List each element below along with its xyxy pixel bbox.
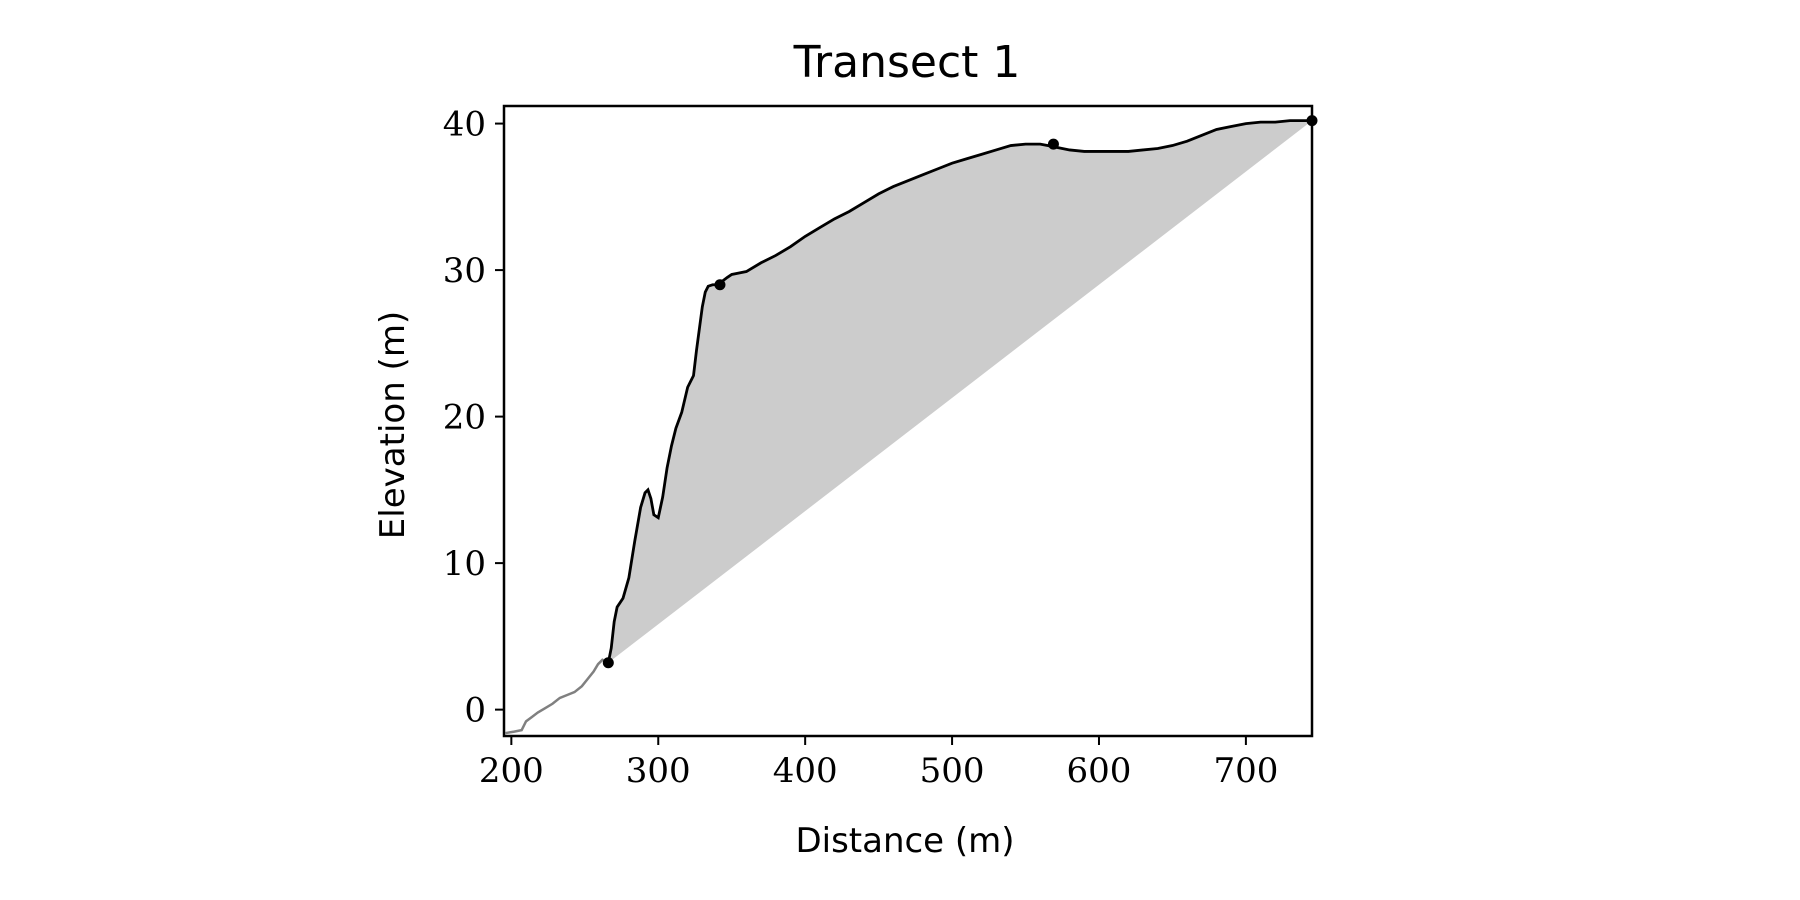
marker-point-1	[602, 657, 614, 669]
x-tick-label: 500	[920, 751, 985, 791]
plot-frame	[502, 104, 1314, 738]
series-line-main-profile	[606, 119, 1312, 664]
fill-region	[608, 120, 1312, 663]
x-axis: 200 300 400 500 600 700	[479, 736, 1278, 791]
chart-title: Transect 1	[793, 37, 1021, 88]
y-tick-label: 40	[443, 105, 486, 145]
plot-area	[505, 115, 1318, 735]
x-tick-label: 600	[1067, 751, 1132, 791]
y-tick-label: 30	[443, 251, 486, 291]
y-axis-label: Elevation (m)	[373, 311, 413, 539]
y-axis: 0 10 20 30 40	[443, 105, 504, 731]
marker-point-2	[714, 279, 726, 291]
x-tick-label: 400	[773, 751, 838, 791]
x-tick-label: 700	[1213, 751, 1278, 791]
marker-point-3	[1047, 138, 1059, 150]
y-tick-label: 20	[443, 398, 486, 438]
x-axis-label: Distance (m)	[795, 821, 1014, 861]
y-tick-label: 10	[443, 544, 486, 584]
y-tick-label: 0	[464, 691, 486, 731]
x-tick-label: 300	[626, 751, 691, 791]
series-line-seaward-profile	[505, 658, 609, 735]
x-tick-label: 200	[479, 751, 544, 791]
